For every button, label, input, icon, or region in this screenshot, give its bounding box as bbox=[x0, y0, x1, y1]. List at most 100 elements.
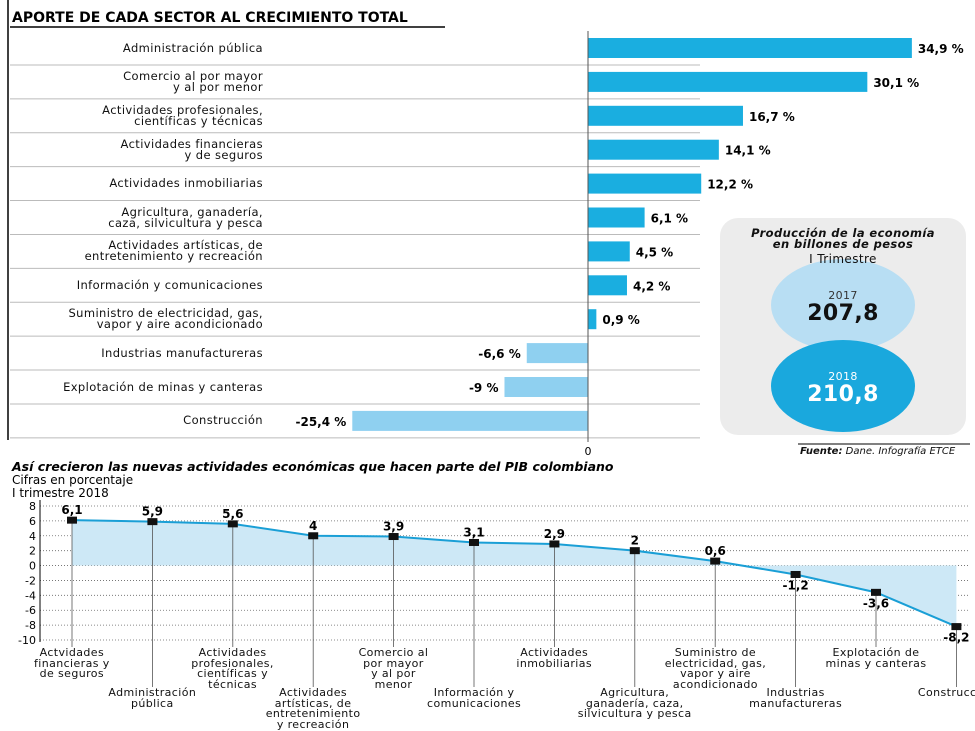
chart-title: APORTE DE CADA SECTOR AL CRECIMIENTO TOT… bbox=[12, 10, 408, 26]
x-tick-label: Suministro de electricidad, gas, vapor y… bbox=[664, 646, 767, 691]
value-label: -9 % bbox=[469, 381, 499, 395]
value-label: 6,1 bbox=[61, 503, 82, 517]
marker bbox=[710, 557, 721, 565]
value-label: 0,6 bbox=[705, 544, 726, 558]
value-label: 5,6 bbox=[222, 507, 243, 521]
category-label: Comercio al por mayor y al por menor bbox=[123, 68, 263, 94]
marker bbox=[549, 540, 560, 548]
value-label: 6,1 % bbox=[651, 212, 688, 226]
bar bbox=[588, 241, 630, 262]
bar bbox=[588, 71, 868, 92]
value-label: 2 bbox=[631, 534, 639, 548]
year: 2017 bbox=[828, 289, 858, 302]
x-tick-label: Información y comunicaciones bbox=[427, 686, 522, 710]
category-label: Actividades profesionales, científicas y… bbox=[102, 102, 263, 128]
panel-subtitle: I Trimestre bbox=[809, 252, 877, 266]
source-text: Dane. Infografía ETCE bbox=[845, 446, 956, 457]
x-tick-label: Explotación de minas y canteras bbox=[825, 646, 927, 670]
marker bbox=[147, 518, 158, 526]
x-tick-label: Comercio al por mayor y al por menor bbox=[358, 646, 429, 691]
circle-2018 bbox=[771, 340, 915, 432]
bar bbox=[352, 410, 588, 431]
year: 2018 bbox=[828, 370, 858, 383]
subtitle: Cifras en porcentaje bbox=[12, 473, 133, 487]
value-label: 14,1 % bbox=[725, 144, 771, 158]
marker bbox=[469, 538, 479, 546]
value: 207,8 bbox=[807, 301, 879, 326]
marker bbox=[67, 516, 77, 524]
chart-title: Así crecieron las nuevas actividades eco… bbox=[11, 459, 614, 474]
marker bbox=[790, 570, 801, 578]
y-tick-label: -6 bbox=[25, 604, 36, 617]
value-label: -3,6 bbox=[863, 596, 889, 610]
y-tick-label: -8 bbox=[25, 619, 36, 632]
value-label: 4,5 % bbox=[636, 245, 673, 259]
bar bbox=[588, 105, 743, 126]
y-tick-label: 8 bbox=[29, 500, 36, 513]
x-tick-label: Agricultura, ganadería, caza, silvicultu… bbox=[577, 686, 692, 720]
category-label: Agricultura, ganadería, caza, silvicultu… bbox=[108, 204, 263, 230]
category-label: Industrias manufactureras bbox=[101, 345, 263, 360]
area bbox=[72, 520, 957, 627]
x-tick-label: Administración pública bbox=[108, 686, 197, 710]
category-label: Administración pública bbox=[122, 40, 263, 55]
y-tick-label: -2 bbox=[25, 574, 36, 587]
bar bbox=[588, 275, 627, 296]
x-tick-label: Actividades profesionales, científicas y… bbox=[191, 646, 274, 691]
category-label: Suministro de electricidad, gas, vapor y… bbox=[68, 306, 263, 332]
line bbox=[71, 519, 957, 628]
value-label: 5,9 bbox=[142, 505, 163, 519]
value-label: 0,9 % bbox=[602, 313, 639, 327]
bar bbox=[504, 377, 588, 397]
marker bbox=[951, 623, 962, 631]
circle-2017 bbox=[771, 259, 915, 351]
value-label: 16,7 % bbox=[749, 110, 795, 124]
value-label: 2,9 bbox=[544, 527, 565, 541]
category-label: Actividades inmobiliarias bbox=[109, 176, 263, 191]
value: 210,8 bbox=[807, 382, 879, 407]
category-label: Construcción bbox=[183, 413, 263, 428]
value-label: 3,9 bbox=[383, 520, 404, 534]
y-tick-label: 6 bbox=[29, 515, 36, 528]
x-tick-label: Actvidades financieras y de seguros bbox=[34, 646, 110, 680]
panel-title: Producción de la economía en billones de… bbox=[751, 226, 935, 251]
source-label: Fuente: bbox=[800, 446, 843, 457]
subtitle: I trimestre 2018 bbox=[12, 486, 109, 500]
category-label: Actividades artísticas, de entretenimien… bbox=[84, 238, 263, 264]
marker bbox=[227, 520, 238, 528]
category-label: Información y comunicaciones bbox=[76, 277, 263, 292]
marker bbox=[629, 547, 640, 555]
bar bbox=[588, 309, 597, 330]
y-tick-label: -4 bbox=[25, 589, 36, 602]
value-label: -25,4 % bbox=[295, 415, 346, 429]
value-label: -8,2 bbox=[943, 631, 969, 645]
x-tick-label: Actividades inmobiliarias bbox=[516, 646, 593, 670]
x-tick-label: 0 bbox=[585, 445, 592, 458]
bar bbox=[526, 343, 588, 364]
y-tick-label: 0 bbox=[29, 560, 36, 573]
value-label: 34,9 % bbox=[918, 42, 964, 56]
y-tick-label: 2 bbox=[29, 545, 36, 558]
value-label: 3,1 bbox=[463, 525, 484, 539]
value-label: -1,2 bbox=[782, 578, 808, 592]
value-label: 30,1 % bbox=[873, 76, 919, 90]
x-tick-label: Industrias manufactureras bbox=[749, 686, 843, 710]
category-label: Explotación de minas y canteras bbox=[63, 379, 263, 394]
value-label: -6,6 % bbox=[478, 347, 520, 361]
marker bbox=[871, 588, 881, 596]
bar bbox=[588, 207, 645, 228]
bar bbox=[588, 38, 912, 58]
marker bbox=[308, 532, 319, 540]
source: Fuente: Dane. Infografía ETCE bbox=[800, 446, 955, 457]
marker bbox=[388, 533, 399, 541]
category-label: Actividades financieras y de seguros bbox=[120, 136, 263, 162]
x-tick-label: Actividades artísticas, de entretenimien… bbox=[265, 686, 361, 731]
value-label: 12,2 % bbox=[707, 178, 753, 192]
x-tick-label: Construcción bbox=[917, 686, 975, 699]
bar bbox=[588, 139, 719, 160]
bar bbox=[588, 173, 702, 194]
value-label: 4 bbox=[309, 519, 317, 533]
y-tick-label: 4 bbox=[29, 530, 36, 543]
